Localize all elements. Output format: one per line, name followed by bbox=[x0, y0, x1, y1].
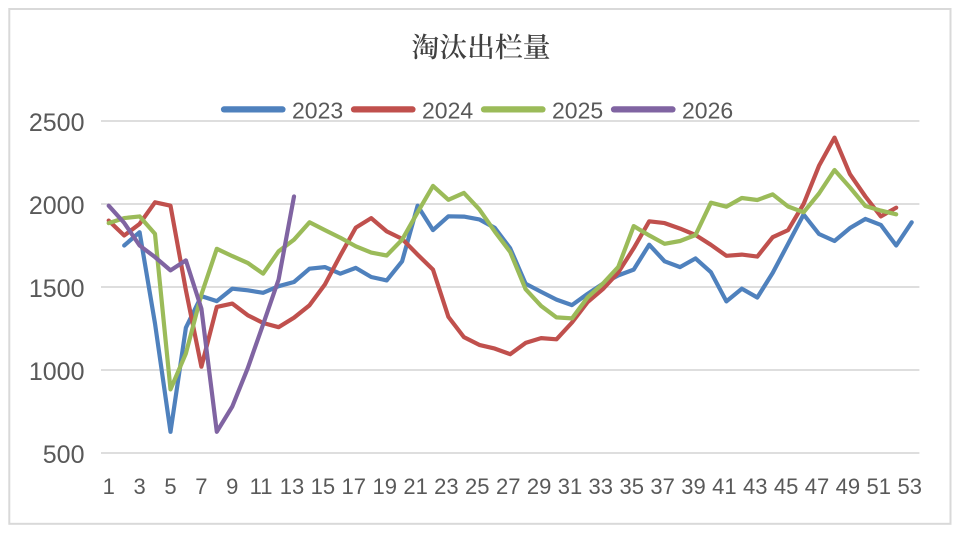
svg-text:23: 23 bbox=[434, 474, 458, 499]
svg-text:1: 1 bbox=[103, 474, 115, 499]
svg-text:53: 53 bbox=[897, 474, 921, 499]
svg-text:2000: 2000 bbox=[29, 192, 85, 220]
svg-text:37: 37 bbox=[650, 474, 674, 499]
svg-text:2024: 2024 bbox=[422, 98, 473, 124]
svg-text:500: 500 bbox=[43, 441, 85, 469]
svg-text:29: 29 bbox=[527, 474, 551, 499]
svg-text:35: 35 bbox=[619, 474, 643, 499]
svg-text:1500: 1500 bbox=[29, 275, 85, 303]
svg-text:51: 51 bbox=[867, 474, 891, 499]
svg-text:3: 3 bbox=[133, 474, 145, 499]
svg-text:15: 15 bbox=[311, 474, 335, 499]
svg-text:2026: 2026 bbox=[682, 98, 733, 124]
svg-text:5: 5 bbox=[164, 474, 176, 499]
svg-text:49: 49 bbox=[836, 474, 860, 499]
svg-text:9: 9 bbox=[226, 474, 238, 499]
svg-text:1000: 1000 bbox=[29, 358, 85, 386]
svg-text:19: 19 bbox=[372, 474, 396, 499]
svg-text:27: 27 bbox=[496, 474, 520, 499]
svg-text:33: 33 bbox=[589, 474, 613, 499]
svg-text:21: 21 bbox=[403, 474, 427, 499]
svg-text:17: 17 bbox=[342, 474, 366, 499]
svg-text:31: 31 bbox=[558, 474, 582, 499]
svg-text:11: 11 bbox=[250, 474, 273, 499]
svg-text:43: 43 bbox=[743, 474, 767, 499]
svg-text:7: 7 bbox=[195, 474, 207, 499]
svg-text:2500: 2500 bbox=[29, 109, 85, 137]
svg-text:41: 41 bbox=[712, 474, 736, 499]
svg-text:45: 45 bbox=[774, 474, 798, 499]
svg-text:2023: 2023 bbox=[292, 98, 343, 124]
svg-text:2025: 2025 bbox=[552, 98, 603, 124]
svg-text:13: 13 bbox=[280, 474, 304, 499]
svg-text:47: 47 bbox=[805, 474, 829, 499]
svg-text:25: 25 bbox=[465, 474, 489, 499]
svg-text:39: 39 bbox=[681, 474, 705, 499]
